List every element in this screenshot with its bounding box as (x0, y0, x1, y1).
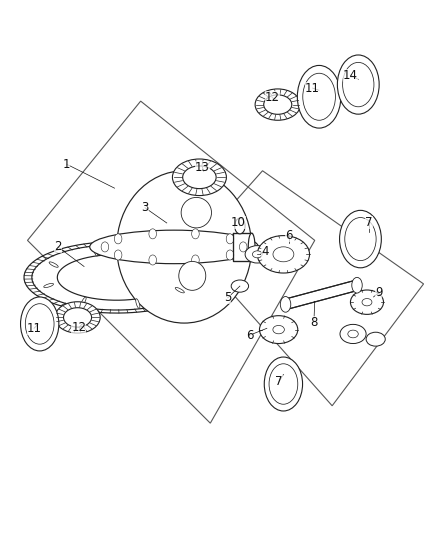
Ellipse shape (337, 55, 379, 114)
Ellipse shape (345, 217, 376, 261)
Ellipse shape (297, 66, 341, 128)
Ellipse shape (147, 248, 153, 257)
Text: 7: 7 (276, 375, 283, 389)
Text: 6: 6 (285, 229, 293, 241)
Ellipse shape (269, 364, 298, 404)
Polygon shape (32, 245, 201, 310)
Text: 14: 14 (343, 69, 358, 82)
Ellipse shape (362, 298, 372, 306)
Ellipse shape (303, 73, 336, 120)
Ellipse shape (273, 247, 294, 262)
Ellipse shape (350, 290, 384, 314)
Ellipse shape (101, 242, 109, 252)
Ellipse shape (94, 246, 98, 256)
Ellipse shape (55, 302, 100, 333)
Text: 12: 12 (265, 91, 279, 104)
Ellipse shape (343, 62, 374, 107)
Text: 6: 6 (246, 329, 253, 342)
Text: 9: 9 (375, 286, 382, 299)
Text: 4: 4 (261, 245, 268, 258)
Text: 2: 2 (54, 240, 62, 253)
Ellipse shape (257, 236, 310, 273)
Ellipse shape (21, 297, 59, 351)
Ellipse shape (114, 250, 122, 260)
Ellipse shape (352, 277, 362, 293)
Ellipse shape (117, 171, 252, 323)
Ellipse shape (81, 297, 86, 306)
Text: 5: 5 (224, 292, 231, 304)
Text: 1: 1 (63, 158, 71, 171)
Ellipse shape (192, 229, 199, 239)
Ellipse shape (252, 251, 262, 258)
Ellipse shape (248, 233, 255, 261)
Ellipse shape (339, 211, 381, 268)
Ellipse shape (264, 95, 292, 114)
Polygon shape (57, 255, 176, 300)
Ellipse shape (235, 218, 245, 234)
Text: 8: 8 (310, 316, 318, 329)
Ellipse shape (366, 332, 385, 346)
Ellipse shape (179, 261, 206, 290)
Ellipse shape (49, 262, 58, 267)
Text: 7: 7 (365, 216, 373, 230)
Text: 11: 11 (27, 322, 42, 335)
Ellipse shape (280, 296, 291, 312)
Ellipse shape (273, 326, 284, 334)
Ellipse shape (64, 308, 92, 327)
Text: 3: 3 (141, 201, 148, 214)
Ellipse shape (25, 304, 54, 344)
Ellipse shape (180, 267, 190, 271)
Ellipse shape (245, 246, 269, 263)
Ellipse shape (240, 242, 247, 252)
Ellipse shape (183, 166, 216, 189)
Ellipse shape (136, 298, 140, 309)
Ellipse shape (264, 357, 303, 411)
Ellipse shape (175, 287, 184, 293)
Text: 11: 11 (305, 82, 320, 94)
Ellipse shape (114, 234, 122, 244)
Ellipse shape (149, 229, 156, 239)
Ellipse shape (259, 316, 298, 344)
Text: 10: 10 (231, 216, 246, 229)
Ellipse shape (226, 234, 234, 244)
Ellipse shape (90, 230, 258, 264)
Ellipse shape (149, 255, 156, 265)
Text: 13: 13 (195, 161, 210, 174)
Ellipse shape (255, 89, 300, 120)
Ellipse shape (231, 280, 249, 292)
Polygon shape (284, 280, 358, 310)
Ellipse shape (181, 197, 212, 228)
Polygon shape (233, 233, 252, 261)
Ellipse shape (173, 159, 226, 196)
Ellipse shape (348, 330, 358, 338)
Ellipse shape (44, 284, 53, 287)
Ellipse shape (340, 325, 366, 344)
Ellipse shape (226, 250, 234, 260)
Ellipse shape (192, 255, 199, 265)
Text: 12: 12 (71, 321, 86, 334)
